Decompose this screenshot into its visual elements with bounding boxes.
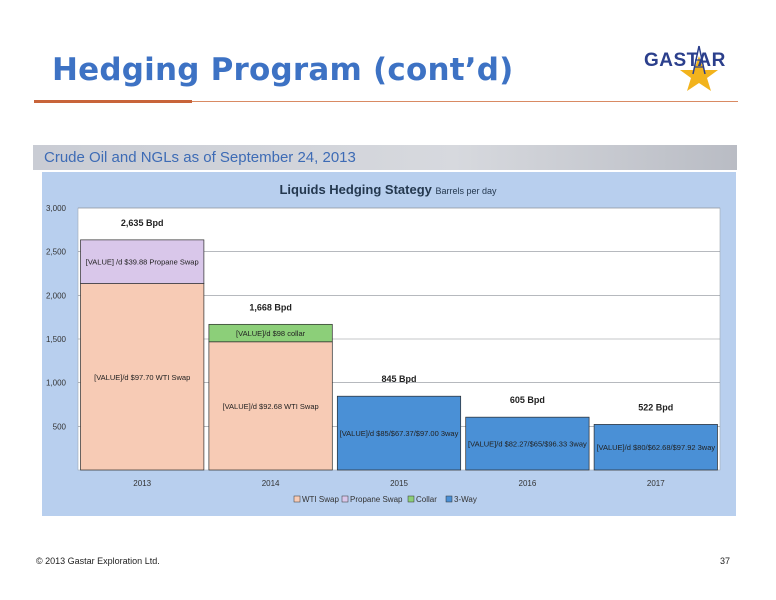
chart-title-main: Liquids Hedging Stategy [279, 182, 432, 197]
legend-swatch [407, 495, 415, 503]
title-underline [192, 101, 738, 102]
bar-segment-label: [VALUE]/d $98 collar [236, 329, 306, 338]
y-tick-label: 3,000 [46, 204, 67, 213]
legend-swatch [341, 495, 349, 503]
bar-total-label: 522 Bpd [638, 402, 673, 412]
y-tick-label: 1,500 [46, 335, 67, 344]
bar-total-label: 605 Bpd [510, 395, 545, 405]
bar-total-label: 845 Bpd [381, 374, 416, 384]
chart-title: Liquids Hedging Stategy Barrels per day [0, 182, 776, 197]
x-tick-label: 2017 [647, 479, 665, 488]
bar-segment-label: [VALUE]/d $80/$62.68/$97.92 3way [596, 443, 715, 452]
bar-segment [336, 395, 462, 471]
bar-segment-label: [VALUE]/d $92.68 WTI Swap [223, 402, 319, 411]
logo-text: GASTAR [644, 50, 726, 71]
legend-label: 3-Way [454, 495, 477, 504]
x-tick-label: 2014 [262, 479, 280, 488]
legend-swatch [445, 495, 453, 503]
bar-segment [208, 323, 333, 343]
section-band [33, 145, 737, 170]
bar-segment-label: [VALUE] /d $39.88 Propane Swap [86, 258, 199, 267]
y-tick-label: 2,000 [46, 291, 67, 300]
title-underline-accent [34, 100, 192, 103]
y-tick-label: 1,000 [46, 379, 67, 388]
gastar-logo: GASTAR [644, 44, 726, 94]
x-tick-label: 2013 [133, 479, 151, 488]
footer-copyright: © 2013 Gastar Exploration Ltd. [36, 556, 160, 566]
chart-subtitle: Barrels per day [435, 186, 497, 196]
bar-segment [593, 424, 718, 471]
bar-segment-label: [VALUE]/d $85/$67.37/$97.00 3way [340, 429, 459, 438]
bar-total-label: 1,668 Bpd [249, 302, 292, 312]
slide-title: Hedging Program (cont’d) [52, 52, 514, 88]
derrick-star-icon [680, 45, 718, 91]
legend-swatch [293, 495, 301, 503]
y-tick-label: 500 [53, 422, 67, 431]
legend-label: WTI Swap [302, 495, 339, 504]
bar-segment [80, 283, 205, 471]
bar-total-label: 2,635 Bpd [121, 218, 164, 228]
bar-segment [80, 239, 205, 284]
y-tick-label: 2,500 [46, 248, 67, 257]
section-title: Crude Oil and NGLs as of September 24, 2… [44, 149, 356, 166]
legend-label: Collar [416, 495, 437, 504]
bar-segment-label: [VALUE]/d $82.27/$65/$96.33 3way [468, 440, 587, 449]
page-number: 37 [720, 556, 731, 566]
x-tick-label: 2015 [390, 479, 408, 488]
x-tick-label: 2016 [519, 479, 537, 488]
legend-label: Propane Swap [350, 495, 403, 504]
bar-segment [465, 416, 590, 471]
bar-segment-label: [VALUE]/d $97.70 WTI Swap [94, 373, 190, 382]
